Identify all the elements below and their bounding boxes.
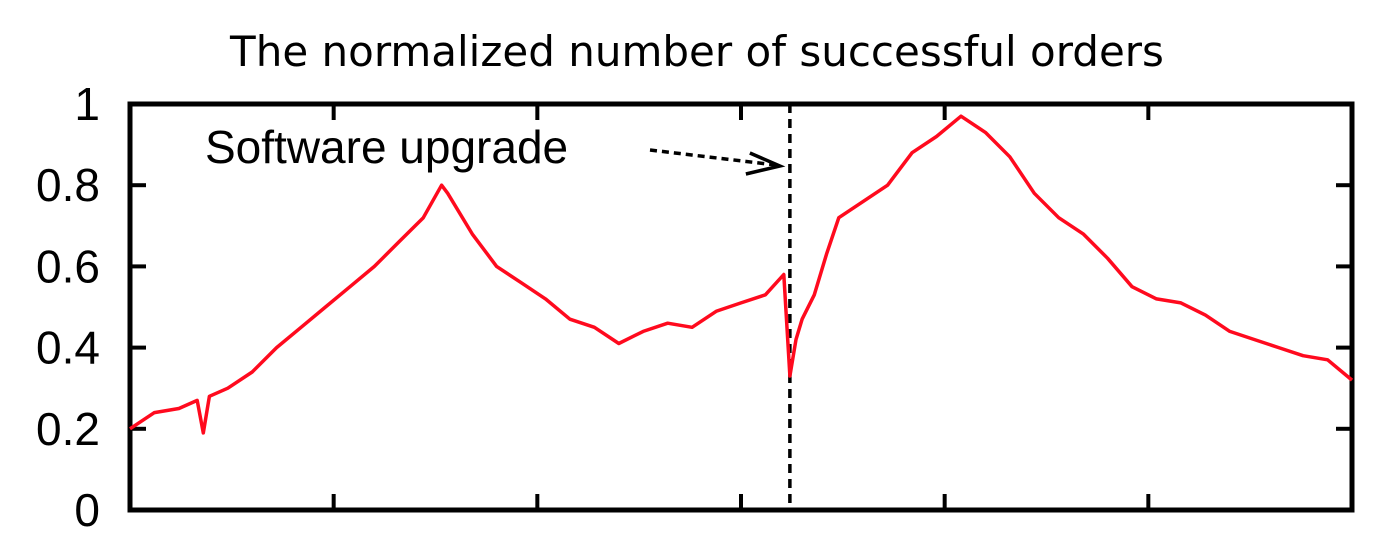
y-tick-label: 1 bbox=[74, 78, 100, 130]
y-axis-ticks: 0 0.2 0.4 0.6 0.8 1 bbox=[36, 78, 1352, 536]
event-marker bbox=[649, 104, 792, 510]
x-axis-ticks bbox=[331, 104, 1151, 510]
series-line bbox=[129, 114, 1354, 435]
y-tick-label: 0.6 bbox=[36, 240, 100, 292]
y-tick-label: 0 bbox=[74, 484, 100, 536]
y-tick-label: 0.4 bbox=[36, 322, 100, 374]
annotation-arrow-head bbox=[745, 151, 786, 176]
annotation-arrow-shaft bbox=[649, 148, 777, 167]
annotation-label: Software upgrade bbox=[205, 121, 568, 173]
y-tick-label: 0.8 bbox=[36, 159, 100, 211]
y-tick-label: 0.2 bbox=[36, 403, 100, 455]
series-lines bbox=[129, 114, 1354, 435]
chart-title: The normalized number of successful orde… bbox=[229, 27, 1164, 76]
